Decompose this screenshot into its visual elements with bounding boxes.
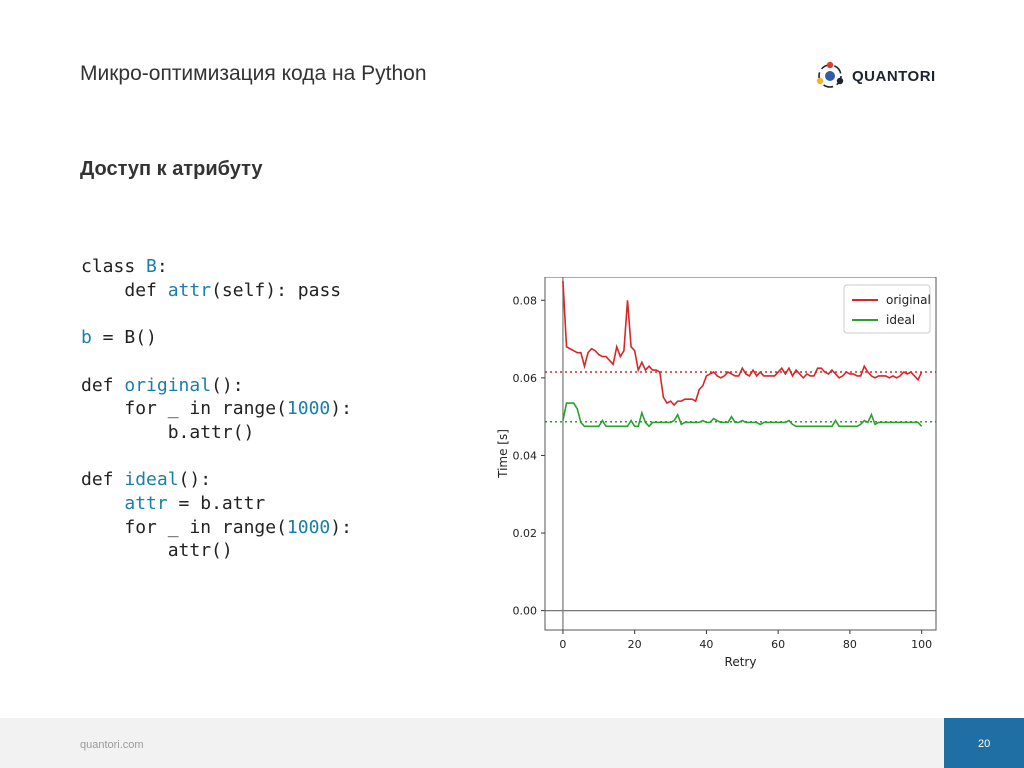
- x-tick-label: 20: [628, 638, 642, 651]
- code-class-name: B: [146, 256, 157, 277]
- y-axis-label: Time [s]: [496, 429, 510, 479]
- y-tick-label: 0.06: [513, 372, 538, 385]
- x-tick-label: 40: [699, 638, 713, 651]
- page-number: 20: [978, 738, 991, 750]
- x-tick-label: 100: [911, 638, 932, 651]
- series-lines: [562, 280, 923, 428]
- series-line-ideal: [562, 402, 923, 428]
- legend-label: ideal: [886, 313, 915, 327]
- y-axis-ticks: 0.00 0.02 0.04 0.06 0.08: [513, 294, 545, 618]
- company-logo: QUANTORI: [814, 60, 936, 92]
- chart-legend: original ideal: [843, 284, 931, 334]
- x-tick-label: 0: [559, 638, 566, 651]
- code-function-name: ideal: [124, 469, 179, 491]
- page-title: Микро-оптимизация кода на Python: [80, 62, 427, 85]
- code-block: class B: def attr(self): pass b = B() de…: [81, 256, 352, 562]
- y-tick-label: 0.08: [513, 294, 538, 307]
- code-method-name: attr: [167, 279, 212, 301]
- timing-chart: 0.00 0.02 0.04 0.06 0.08 0 20 40 60 80 100 origin…: [492, 276, 952, 677]
- y-tick-label: 0.04: [513, 449, 538, 462]
- series-line-original: [562, 280, 923, 407]
- footer-bar: [0, 718, 944, 768]
- x-tick-label: 80: [843, 638, 857, 651]
- legend-label: original: [886, 293, 931, 307]
- line-chart: 0.00 0.02 0.04 0.06 0.08 0 20 40 60 80 100 origin…: [492, 276, 952, 677]
- code-keyword: def: [81, 469, 114, 491]
- code-keyword: def: [81, 374, 114, 396]
- quantori-logo-icon: [816, 61, 844, 88]
- x-tick-label: 60: [771, 638, 785, 651]
- code-variable: b: [81, 327, 92, 349]
- code-variable: attr: [124, 493, 168, 515]
- code-function-name: original: [124, 374, 212, 396]
- x-axis-ticks: 0 20 40 60 80 100: [559, 630, 932, 651]
- page-number-box: [944, 718, 1024, 768]
- logo-text: QUANTORI: [852, 67, 936, 85]
- code-number: 1000: [286, 398, 331, 420]
- plot-frame: [544, 276, 937, 631]
- chart-background: [492, 277, 952, 677]
- y-tick-label: 0.00: [513, 605, 538, 618]
- section-title: Доступ к атрибуту: [80, 158, 263, 180]
- footer-url: quantori.com: [80, 739, 144, 751]
- x-axis-label: Retry: [725, 655, 757, 669]
- code-keyword: def: [124, 279, 157, 301]
- code-number: 1000: [286, 516, 331, 538]
- code-keyword: class: [81, 256, 136, 277]
- y-tick-label: 0.02: [513, 527, 538, 540]
